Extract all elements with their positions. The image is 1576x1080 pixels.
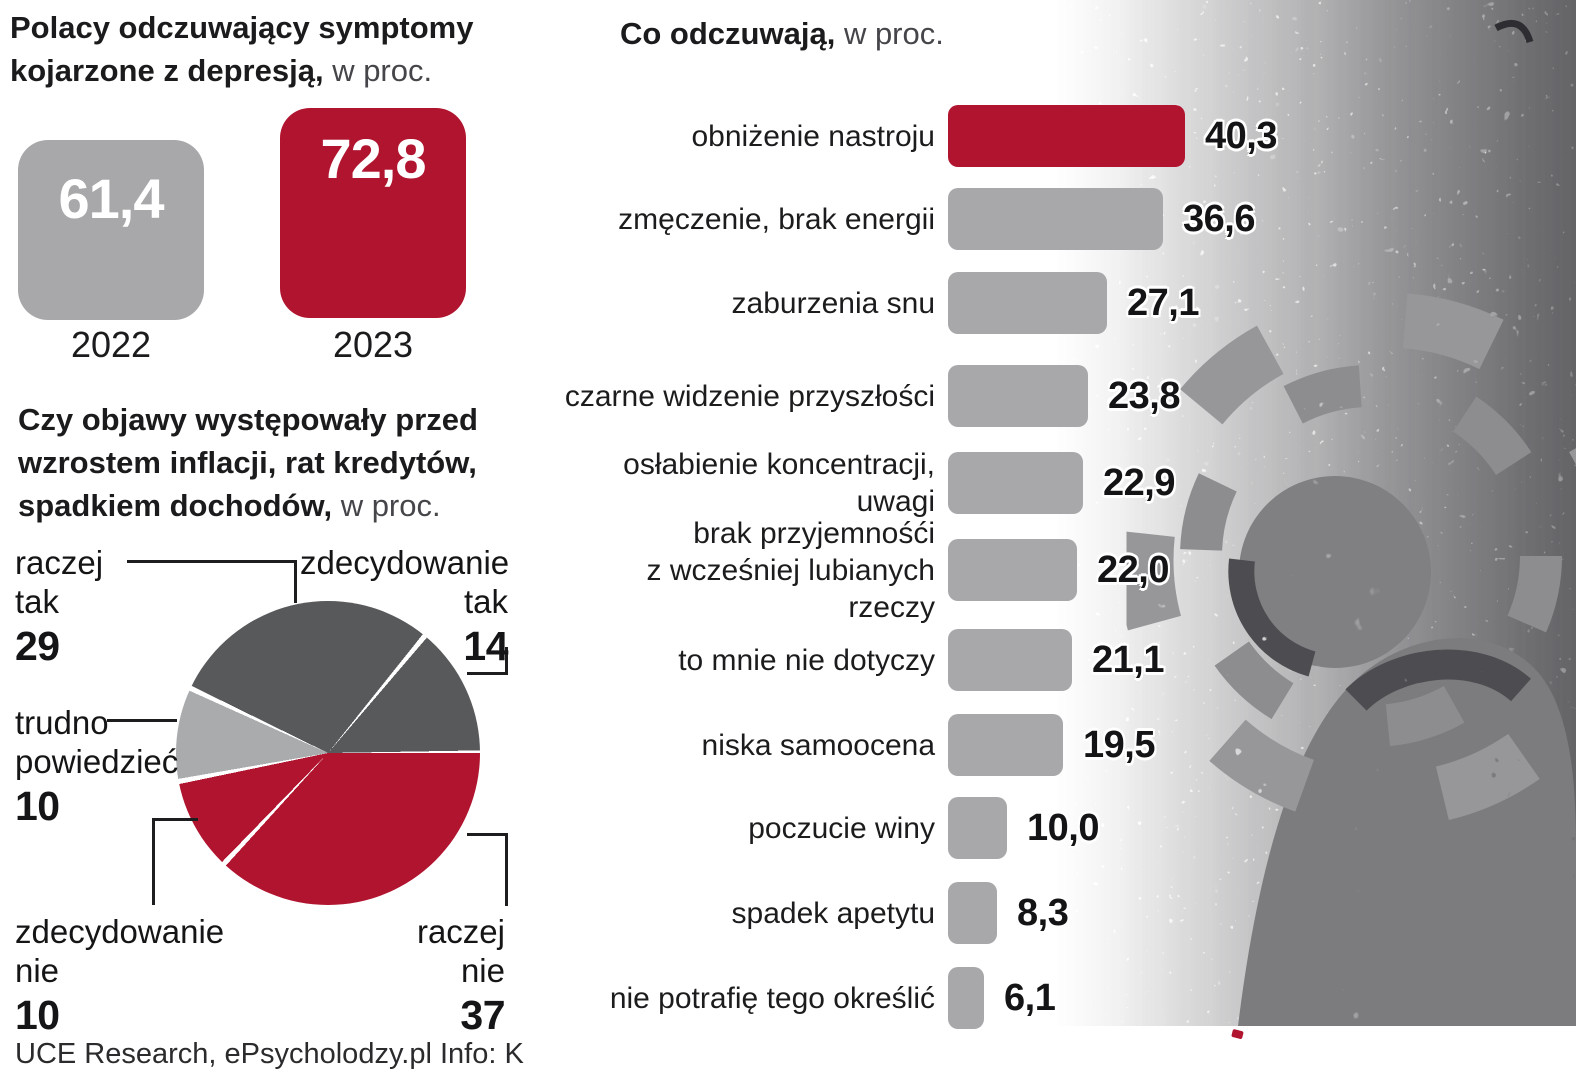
bar-row: nie potrafię tego określić 6,1 [560, 957, 1056, 1039]
bar-row: zaburzenia snu 27,1 [560, 262, 1199, 344]
bar [948, 967, 984, 1029]
leader-zdecydowanie-nie [152, 818, 198, 905]
leader-raczej-nie [467, 833, 508, 906]
square-2022: 61,4 [18, 140, 204, 320]
pie-label-raczej-tak: raczej tak 29 [15, 544, 104, 669]
bars-title-bold: Co odczuwają, [620, 16, 836, 51]
dissolving-figure-image [1056, 0, 1576, 1080]
squares-title-line1: Polacy odczuwający symptomy [10, 10, 474, 45]
bar [948, 714, 1063, 776]
pie-value-trudno: 10 [15, 783, 60, 829]
bar-row: zmęczenie, brak energii 36,6 [560, 178, 1255, 260]
bar-value: 22,0 [1097, 548, 1169, 591]
bar [948, 539, 1077, 601]
bar-row: niska samoocena 19,5 [560, 704, 1155, 786]
leader-raczej-tak [127, 560, 297, 603]
bar-value: 40,3 [1205, 114, 1277, 157]
pie-label-raczej-nie: raczej nie 37 [300, 912, 506, 1038]
figure-head [1239, 476, 1431, 668]
pie-value-raczej-nie: 37 [460, 992, 505, 1038]
bar-row: to mnie nie dotyczy 21,1 [560, 619, 1164, 701]
bar-value: 36,6 [1183, 197, 1255, 240]
bar-row: spadek apetytu 8,3 [560, 872, 1069, 954]
pie-value-zdecydowanie-tak: 14 [463, 623, 508, 669]
squares-chart-title: Polacy odczuwający symptomy kojarzone z … [10, 6, 473, 92]
bar-row: brak przyjemnośći z wcześniej lubianych r… [646, 516, 1170, 624]
bars-chart-title: Co odczuwają, w proc. [620, 12, 944, 55]
pie-chart [176, 601, 480, 905]
leader-zdecydowanie-tak [467, 647, 508, 675]
pie-value-raczej-tak: 29 [15, 623, 60, 669]
bar [948, 629, 1072, 691]
square-2023-year-label: 2023 [332, 324, 414, 365]
pie-label-zdecydowanie-tak: zdecydowanie tak 14 [300, 544, 510, 669]
bar-value: 10,0 [1027, 806, 1099, 849]
source-credit: UCE Research, ePsycholodzy.pl Info: K [15, 1038, 524, 1070]
squares-title-line2: kojarzone z depresją, [10, 53, 324, 88]
figure-shading [1118, 19, 1576, 828]
square-2023: 72,8 [280, 108, 466, 318]
figure-body [1238, 476, 1576, 1026]
bar-row: poczucie winy 10,0 [560, 787, 1099, 869]
pie-value-zdecydowanie-nie: 10 [15, 992, 60, 1038]
bars-title-unit: w proc. [843, 16, 944, 51]
leader-trudno [107, 719, 177, 722]
bar-value: 22,9 [1103, 461, 1175, 504]
bar-value: 21,1 [1092, 638, 1164, 681]
red-speck [1231, 1029, 1244, 1039]
pie-title-line3: spadkiem dochodów, [18, 488, 333, 523]
squares-title-unit: w proc. [332, 53, 433, 88]
bar-row: osłabienie koncentracji, uwagi 22,9 [623, 448, 1175, 518]
square-2022-year-label: 2022 [70, 324, 152, 365]
bar-row: obniżenie nastroju 40,3 [560, 95, 1277, 177]
bar-value: 19,5 [1083, 723, 1155, 766]
bar [948, 105, 1185, 167]
bar-value: 8,3 [1017, 891, 1069, 934]
bar-value: 27,1 [1127, 281, 1199, 324]
bar [948, 797, 1007, 859]
pie-title-line2: wzrostem inflacji, rat kredytów, [18, 445, 477, 480]
pie-chart-title: Czy objawy występowały przed wzrostem in… [18, 398, 478, 527]
pie-label-zdecydowanie-nie: zdecydowanie nie 10 [15, 913, 225, 1038]
square-2022-value: 61,4 [58, 167, 165, 230]
bar-value: 6,1 [1004, 976, 1056, 1019]
pie-title-line1: Czy objawy występowały przed [18, 402, 478, 437]
figure-torso [1238, 638, 1576, 1026]
bar [948, 452, 1083, 514]
bar [948, 188, 1163, 250]
square-2023-value: 72,8 [320, 127, 427, 190]
bar [948, 365, 1088, 427]
bar-value: 23,8 [1108, 374, 1180, 417]
bar [948, 272, 1107, 334]
pie-title-unit: w proc. [340, 488, 441, 523]
bar [948, 882, 997, 944]
pie-label-trudno: trudno powiedzieć 10 [15, 704, 179, 829]
bar-row: czarne widzenie przyszłości 23,8 [560, 355, 1180, 437]
